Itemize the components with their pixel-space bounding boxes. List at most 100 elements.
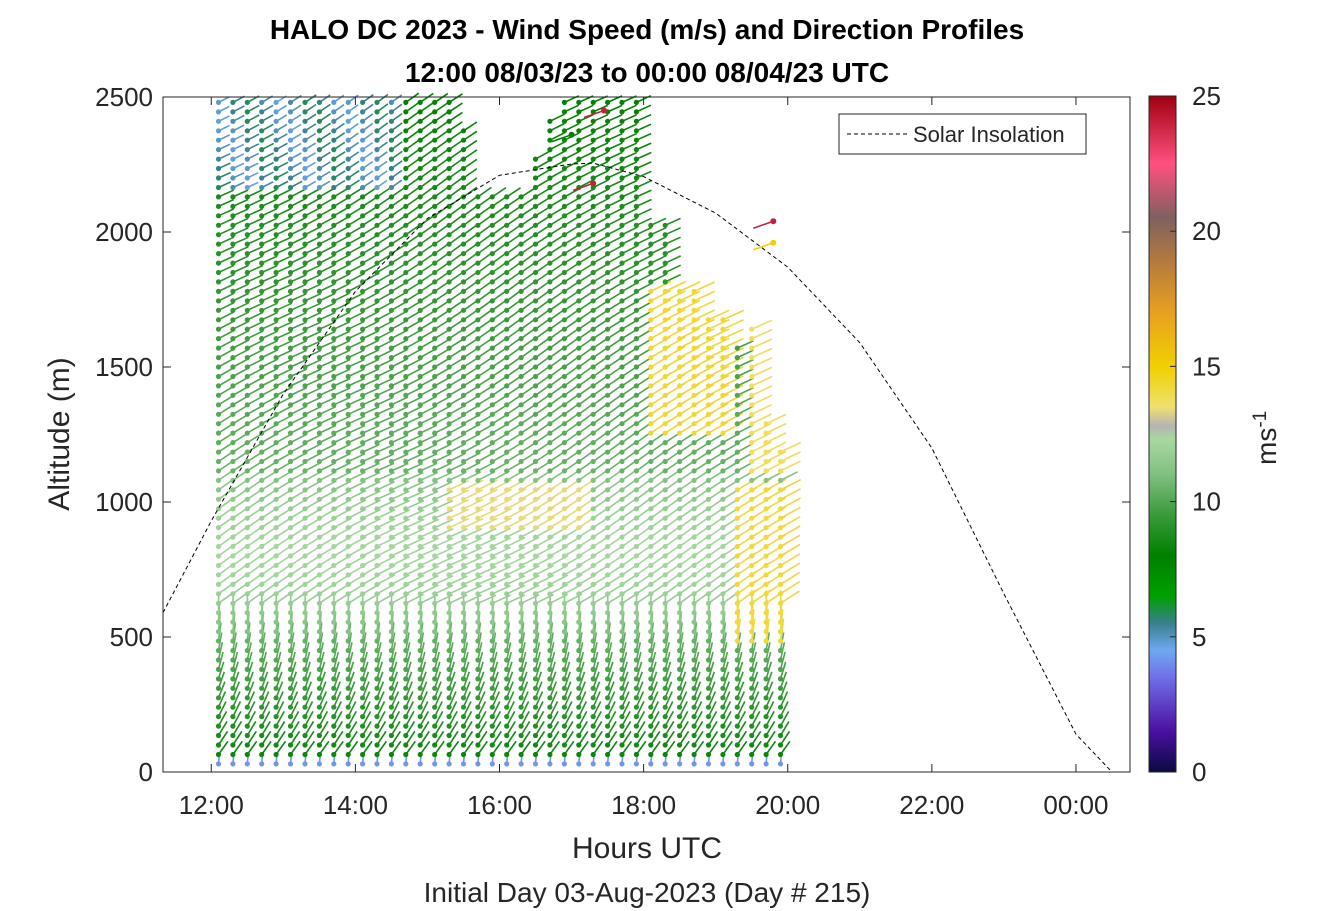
wind-barb xyxy=(333,273,350,283)
wind-barb-dot xyxy=(677,714,683,720)
wind-barb-dot xyxy=(302,147,308,153)
wind-barb-dot xyxy=(331,572,337,578)
wind-profile xyxy=(633,94,654,767)
wind-profile xyxy=(287,94,309,767)
wind-barb xyxy=(405,329,422,340)
wind-barb-dot xyxy=(374,610,380,616)
wind-barb xyxy=(549,160,565,170)
wind-barb-dot xyxy=(489,222,495,228)
wind-barb xyxy=(434,424,452,434)
wind-barb-dot xyxy=(561,487,568,493)
wind-barb-dot xyxy=(532,241,539,247)
wind-barb xyxy=(218,320,235,330)
wind-barb xyxy=(275,661,283,680)
wind-barb xyxy=(477,740,488,755)
wind-barb-dot xyxy=(561,515,568,521)
wind-barb-dot xyxy=(417,430,423,436)
wind-barb-dot xyxy=(691,355,697,361)
wind-barb-dot xyxy=(633,118,640,124)
wind-barb-dot xyxy=(576,449,582,455)
wind-barb-dot xyxy=(518,543,524,550)
wind-profile xyxy=(648,217,672,767)
wind-barb-dot xyxy=(633,440,640,446)
wind-barb-dot xyxy=(705,695,712,701)
wind-barb-dot xyxy=(244,288,250,294)
wind-barb-dot xyxy=(576,638,582,644)
wind-barb-dot xyxy=(648,440,654,446)
wind-barb-dot xyxy=(590,184,596,191)
wind-barb-dot xyxy=(446,175,452,181)
wind-barb xyxy=(218,329,235,340)
wind-barb-dot xyxy=(417,99,423,105)
wind-barb-dot xyxy=(446,553,452,559)
wind-barb-dot xyxy=(403,251,409,257)
wind-barb-dot xyxy=(576,269,582,276)
wind-barb-dot xyxy=(331,751,337,758)
wind-barb xyxy=(448,730,459,746)
wind-barb-dot xyxy=(662,591,668,597)
wind-barb xyxy=(419,681,428,699)
wind-barb-dot xyxy=(489,203,495,209)
wind-barb-dot xyxy=(345,421,351,427)
wind-barb xyxy=(664,273,682,283)
wind-barb-dot xyxy=(662,317,668,323)
wind-barb xyxy=(319,188,335,198)
wind-barb xyxy=(275,405,293,416)
wind-barb-dot xyxy=(215,506,222,512)
wind-barb-dot xyxy=(360,751,366,758)
wind-barb-dot xyxy=(619,345,625,351)
wind-barb-dot xyxy=(720,402,726,408)
wind-barb-dot xyxy=(374,402,380,408)
wind-barb-dot xyxy=(619,572,625,578)
wind-barb-dot xyxy=(504,581,510,588)
wind-barb xyxy=(333,206,349,217)
wind-barb xyxy=(390,215,406,226)
wind-barb xyxy=(434,309,450,321)
wind-barb-dot xyxy=(489,241,495,247)
wind-barb xyxy=(390,281,407,293)
wind-barb-dot xyxy=(518,307,524,313)
wind-barb-dot xyxy=(302,222,308,228)
wind-barb xyxy=(621,291,638,302)
wind-barb xyxy=(635,730,647,746)
wind-barb-dot xyxy=(432,203,438,209)
wind-barb-dot xyxy=(576,251,582,257)
wind-barb xyxy=(333,720,343,736)
wind-barb-dot xyxy=(749,638,755,644)
wind-barb-dot xyxy=(215,732,222,739)
wind-barb-dot xyxy=(720,477,726,483)
wind-barb-dot xyxy=(316,373,322,380)
wind-barb xyxy=(347,396,366,406)
wind-barb xyxy=(463,139,478,151)
wind-barb-dot xyxy=(662,525,668,531)
wind-barb xyxy=(664,701,674,717)
wind-barb xyxy=(362,406,380,416)
wind-barb xyxy=(275,691,284,708)
wind-barb-dot xyxy=(374,241,380,247)
wind-barb-dot xyxy=(403,421,409,427)
wind-barb xyxy=(506,224,521,236)
wind-barb xyxy=(289,711,300,727)
wind-barb-dot xyxy=(590,355,596,361)
wind-barb xyxy=(246,711,257,727)
wind-barb-dot xyxy=(403,657,409,663)
wind-barb-dot xyxy=(388,109,394,115)
wind-barb-dot xyxy=(446,449,452,455)
wind-barb xyxy=(520,206,536,217)
wind-barb-dot xyxy=(287,336,294,342)
wind-barb-dot xyxy=(590,496,596,502)
wind-barb-dot xyxy=(576,307,582,313)
wind-barb-dot xyxy=(662,600,668,606)
wind-barb xyxy=(362,339,379,349)
wind-barb-dot xyxy=(532,269,539,276)
wind-barb-dot xyxy=(417,355,423,361)
wind-barb xyxy=(506,720,516,736)
wind-barb-dot xyxy=(561,364,568,370)
wind-barb-dot xyxy=(446,657,452,663)
wind-barb xyxy=(434,740,445,755)
wind-barb-dot xyxy=(590,402,596,408)
wind-barb-dot xyxy=(345,562,351,569)
wind-barb-dot xyxy=(547,156,553,162)
wind-barb-dot xyxy=(388,534,394,540)
wind-barb-dot xyxy=(605,742,611,748)
